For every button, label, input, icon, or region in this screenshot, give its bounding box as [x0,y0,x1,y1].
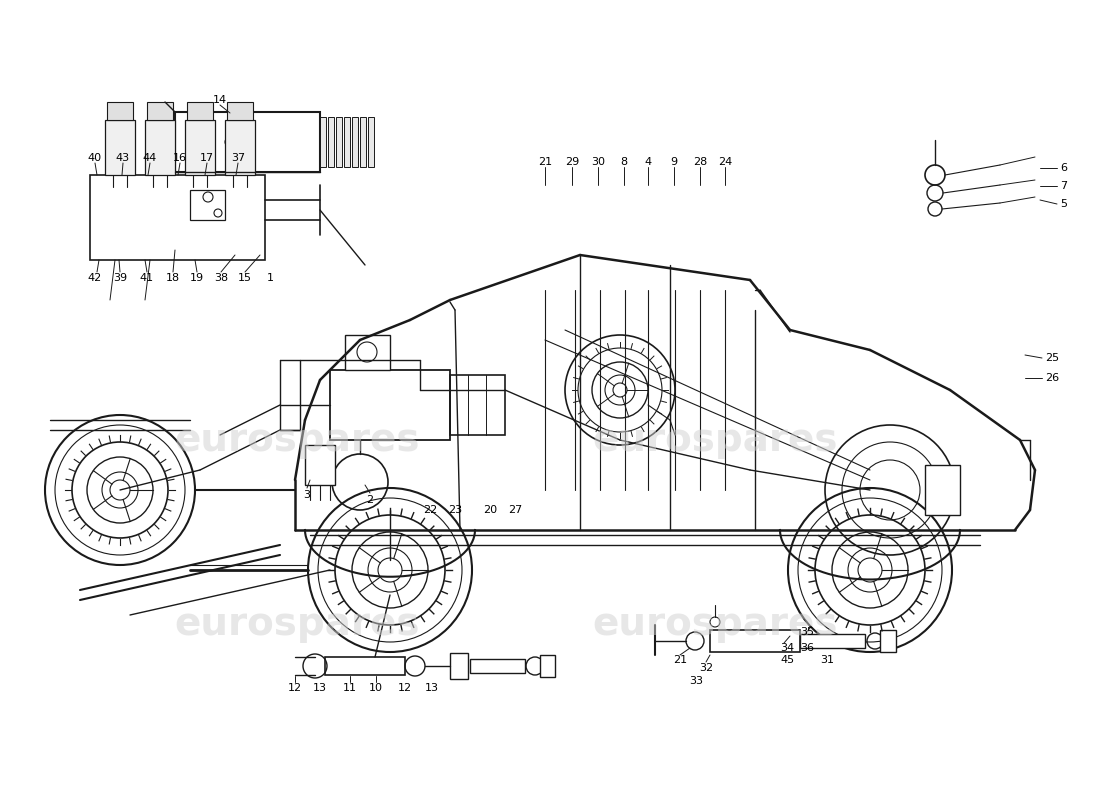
Text: 1: 1 [266,273,274,283]
Text: 3: 3 [304,490,310,500]
Text: 11: 11 [343,683,358,693]
Text: 38: 38 [213,273,228,283]
Bar [324,657,405,675]
Bar [540,655,556,677]
Text: 9: 9 [670,157,678,167]
Bar [328,117,334,167]
Bar [336,117,342,167]
Bar [330,370,450,440]
Text: 23: 23 [448,505,462,515]
Text: 27: 27 [508,505,522,515]
Bar [450,653,468,679]
Text: 13: 13 [425,683,439,693]
Bar [185,120,214,175]
Text: 10: 10 [368,683,383,693]
Text: 7: 7 [1060,181,1067,191]
Bar [352,117,358,167]
Text: 21: 21 [673,655,688,665]
Text: 2: 2 [366,495,374,505]
Bar [175,112,320,172]
Text: 35: 35 [800,627,814,637]
Bar [880,630,896,652]
Bar [305,445,336,485]
Text: 20: 20 [483,505,497,515]
Text: 31: 31 [820,655,834,665]
Text: 21: 21 [538,157,552,167]
Bar [226,120,255,175]
Text: 13: 13 [314,683,327,693]
Text: 25: 25 [1045,353,1059,363]
Text: 22: 22 [422,505,437,515]
Text: 15: 15 [238,273,252,283]
Text: 17: 17 [200,153,214,163]
Bar [190,190,226,220]
Text: 29: 29 [565,157,579,167]
Text: 12: 12 [288,683,302,693]
Text: 40: 40 [88,153,102,163]
Text: 4: 4 [645,157,651,167]
Text: 14: 14 [213,95,227,105]
Text: 18: 18 [166,273,180,283]
Text: 37: 37 [231,153,245,163]
Bar [90,175,265,260]
Text: 34: 34 [780,643,794,653]
Bar [320,117,326,167]
Bar [145,120,175,175]
Text: 26: 26 [1045,373,1059,383]
Text: 39: 39 [113,273,128,283]
Text: 44: 44 [143,153,157,163]
Text: 43: 43 [116,153,130,163]
Bar [710,630,800,652]
Bar [147,102,173,120]
Text: 33: 33 [689,676,703,686]
Bar [187,102,213,120]
Bar [360,117,366,167]
Bar [450,375,505,435]
Text: 28: 28 [693,157,707,167]
Text: eurospares: eurospares [592,605,838,643]
Text: 16: 16 [173,153,187,163]
Text: 45: 45 [780,655,794,665]
Bar [368,117,374,167]
Bar [345,335,390,370]
Text: eurospares: eurospares [174,421,420,459]
Text: eurospares: eurospares [174,605,420,643]
Bar [800,634,865,648]
Text: 42: 42 [88,273,102,283]
Text: 5: 5 [1060,199,1067,209]
Text: 36: 36 [800,643,814,653]
Text: 24: 24 [718,157,733,167]
Bar [104,120,135,175]
Bar [470,659,525,673]
Text: 19: 19 [190,273,205,283]
Text: 30: 30 [591,157,605,167]
Bar [107,102,133,120]
Text: 6: 6 [1060,163,1067,173]
Bar [925,465,960,515]
Text: 32: 32 [698,663,713,673]
Bar [227,102,253,120]
Bar [344,117,350,167]
Text: eurospares: eurospares [592,421,838,459]
Text: 12: 12 [398,683,412,693]
Text: 8: 8 [620,157,628,167]
Text: 41: 41 [140,273,154,283]
